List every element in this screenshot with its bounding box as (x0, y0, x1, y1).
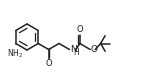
Text: O: O (91, 45, 98, 54)
Text: O: O (46, 59, 52, 68)
Text: N: N (70, 45, 77, 54)
Text: H: H (74, 48, 79, 57)
Text: NH$_2$: NH$_2$ (7, 48, 23, 60)
Text: O: O (76, 25, 83, 34)
